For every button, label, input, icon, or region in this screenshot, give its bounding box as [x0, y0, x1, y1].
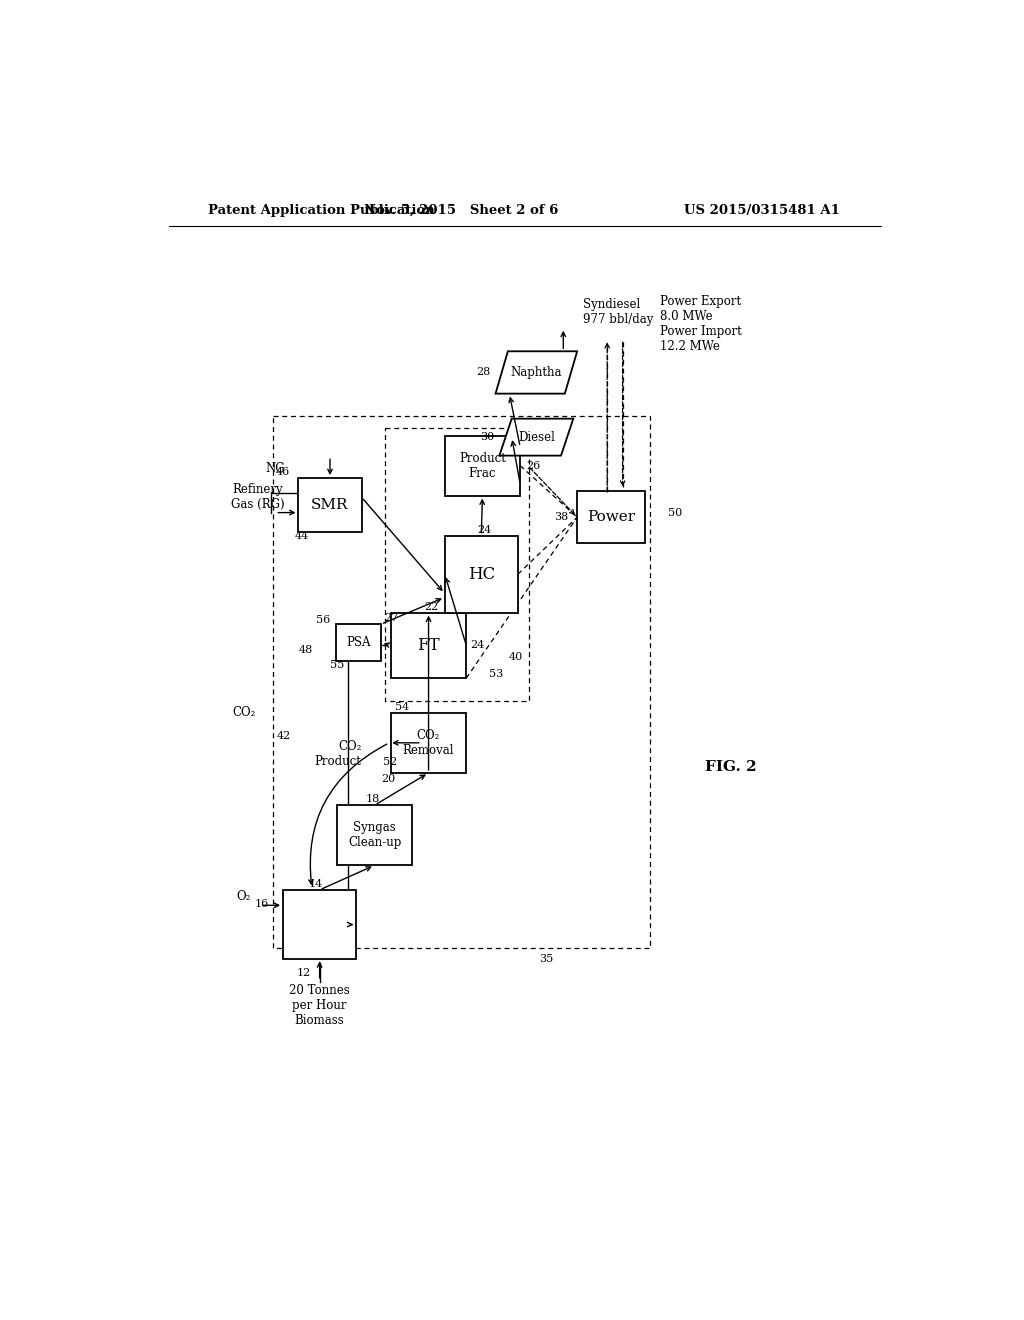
- Text: Naphtha: Naphtha: [511, 366, 562, 379]
- Text: CO₂
Product: CO₂ Product: [314, 741, 361, 768]
- Text: 35: 35: [539, 954, 553, 964]
- Text: Syndiesel
977 bbl/day: Syndiesel 977 bbl/day: [583, 298, 653, 326]
- Text: 16: 16: [254, 899, 268, 908]
- Text: 48: 48: [299, 645, 313, 656]
- Text: FT: FT: [417, 638, 440, 653]
- Text: HC: HC: [468, 566, 495, 582]
- Polygon shape: [500, 418, 573, 455]
- Text: 30: 30: [480, 432, 494, 442]
- Text: 14: 14: [308, 879, 323, 888]
- Bar: [444, 436, 520, 496]
- Text: 42: 42: [276, 731, 291, 741]
- Bar: [444, 536, 518, 612]
- Text: Patent Application Publication: Patent Application Publication: [208, 205, 434, 218]
- Bar: [336, 624, 381, 661]
- Text: Product
Frac: Product Frac: [459, 451, 506, 479]
- Text: 20 Tonnes
per Hour
Biomass: 20 Tonnes per Hour Biomass: [289, 983, 350, 1027]
- Polygon shape: [496, 351, 578, 393]
- Text: 28: 28: [476, 367, 490, 378]
- Text: 55: 55: [330, 660, 344, 671]
- Text: 12: 12: [297, 968, 310, 978]
- Text: 54: 54: [394, 702, 409, 711]
- Text: 52: 52: [383, 758, 397, 767]
- Text: FIG. 2: FIG. 2: [706, 760, 757, 774]
- Text: Refinery
Gas (RG): Refinery Gas (RG): [231, 483, 285, 511]
- Text: 40: 40: [509, 652, 523, 661]
- Text: 26: 26: [526, 461, 541, 471]
- Bar: [391, 713, 466, 774]
- Text: 53: 53: [489, 669, 504, 680]
- Bar: [337, 805, 413, 866]
- Text: 18: 18: [366, 795, 380, 804]
- Text: US 2015/0315481 A1: US 2015/0315481 A1: [684, 205, 840, 218]
- Text: 24: 24: [477, 524, 492, 535]
- Text: 27: 27: [385, 612, 398, 623]
- Text: CO₂: CO₂: [232, 706, 256, 719]
- Text: 22: 22: [425, 602, 439, 611]
- Text: Power Export
8.0 MWe
Power Import
12.2 MWe: Power Export 8.0 MWe Power Import 12.2 M…: [660, 294, 742, 352]
- Text: 38: 38: [554, 512, 568, 523]
- Text: Nov. 5, 2015   Sheet 2 of 6: Nov. 5, 2015 Sheet 2 of 6: [365, 205, 559, 218]
- Text: 44: 44: [295, 531, 309, 541]
- Text: Diesel: Diesel: [518, 430, 555, 444]
- Bar: [391, 612, 466, 678]
- Text: 50: 50: [668, 508, 682, 519]
- Text: Syngas
Clean-up: Syngas Clean-up: [348, 821, 401, 849]
- Text: NG: NG: [265, 462, 285, 475]
- Text: SMR: SMR: [311, 498, 349, 512]
- Text: O₂: O₂: [237, 890, 251, 903]
- Text: 24: 24: [470, 640, 484, 651]
- Text: 56: 56: [315, 615, 330, 626]
- Text: CO₂
Removal: CO₂ Removal: [402, 729, 455, 756]
- Bar: [283, 890, 356, 960]
- Bar: [578, 491, 645, 544]
- Text: Power: Power: [587, 511, 635, 524]
- Bar: [298, 478, 361, 532]
- Text: PSA: PSA: [346, 636, 371, 649]
- Text: 46: 46: [275, 467, 290, 477]
- Text: 20: 20: [382, 774, 396, 784]
